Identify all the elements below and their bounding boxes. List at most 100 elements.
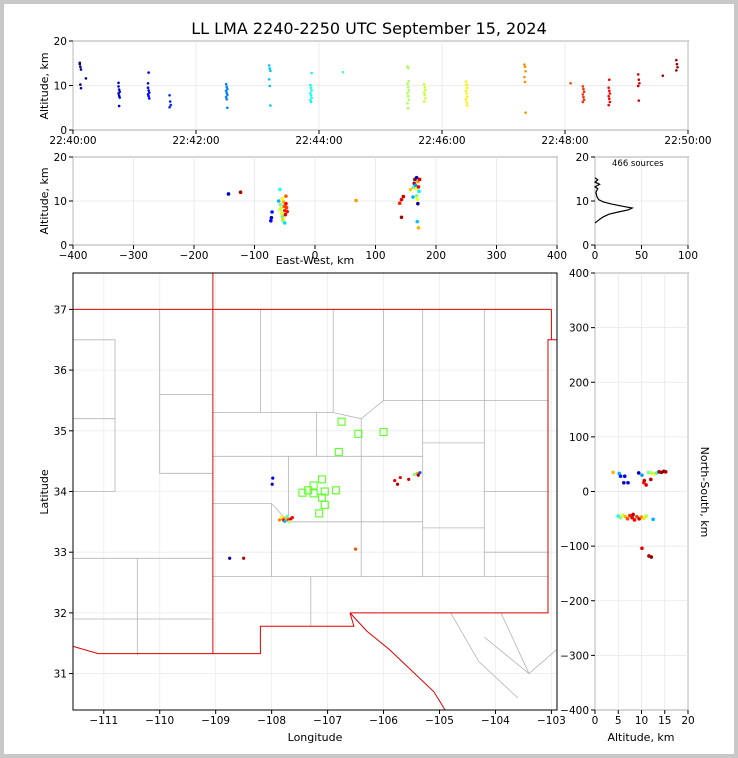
altitude-ns-source-point [663, 470, 668, 474]
time-height-source-point [79, 68, 83, 71]
time-height-source-point [169, 103, 173, 107]
time-height-source-point [225, 97, 229, 101]
time-height-source-point [309, 83, 312, 87]
plan-view-source-point [353, 547, 358, 551]
ew-tick-label: 400 [547, 250, 567, 262]
longitude-tick-label: −103 [537, 715, 566, 727]
altitude-ns-source-point [644, 514, 648, 518]
lma-station-marker [309, 481, 318, 490]
time-height-source-point [269, 104, 272, 107]
ns-tick-label: 200 [569, 377, 589, 389]
altitude-ns-source-point [644, 483, 648, 487]
ew-altitude-source-point [417, 189, 421, 194]
lma-station-marker [379, 427, 388, 437]
hist-altitude-tick-label: 10 [576, 196, 589, 208]
longitude-tick-label: −106 [369, 715, 398, 727]
ns-altitude-tick-label: 5 [615, 715, 622, 727]
ew-altitude-tick-label: 10 [54, 196, 67, 208]
time-height-source-point [675, 69, 678, 72]
ew-altitude-source-point [278, 208, 282, 212]
time-height-source-point [267, 64, 271, 67]
time-height-source-point [224, 95, 228, 99]
time-height-source-point [607, 103, 610, 107]
ew-altitude-source-point [285, 209, 289, 214]
lma-station-marker [331, 486, 341, 495]
ew-altitude-xlabel: East-West, km [276, 254, 354, 267]
ew-altitude-source-point [284, 201, 288, 206]
altitude-ns-source-point [636, 471, 641, 475]
time-height-source-point [117, 81, 120, 85]
lma-station-marker [337, 417, 346, 426]
plan-view-source-point [398, 475, 402, 480]
time-height-source-point [607, 78, 611, 82]
ns-tick-label: −100 [560, 541, 589, 553]
longitude-tick-label: −111 [89, 715, 118, 727]
time-height-source-point [84, 77, 88, 80]
altitude-ns-source-point [617, 471, 621, 476]
plan-view-source-point [285, 514, 289, 518]
county-boundary [159, 394, 213, 474]
time-height-source-point [226, 93, 229, 97]
time-height-source-point [608, 100, 612, 104]
ew-tick-label: −200 [180, 250, 209, 262]
ew-altitude-source-point [399, 197, 404, 202]
time-tick-label: 22:40:00 [49, 135, 96, 147]
altitude-ns-source-point [649, 471, 654, 475]
altitude-ns-source-point [642, 478, 647, 483]
lma-station-marker [309, 489, 318, 498]
latitude-tick-label: 31 [54, 669, 67, 681]
time-height-source-point [661, 74, 665, 78]
ew-altitude-tick-label: 0 [60, 240, 67, 252]
time-height-source-point [424, 88, 427, 92]
time-height-source-point [406, 82, 409, 86]
county-boundary [450, 612, 519, 699]
time-height-source-point [465, 95, 469, 98]
ns-tick-label: 0 [582, 487, 589, 499]
ns-tick-label: 300 [569, 323, 589, 335]
hist-altitude-tick-label: 20 [576, 152, 589, 164]
figure-frame: LL LMA 2240-2250 UTC September 15, 2024 … [4, 4, 734, 754]
time-height-source-point [465, 92, 468, 95]
time-height-source-point [117, 92, 120, 95]
time-height-source-point [268, 67, 272, 70]
altitude-ns-source-point [646, 470, 651, 475]
ew-altitude-source-point [414, 193, 419, 198]
ew-altitude-source-point [269, 215, 274, 220]
ns-tick-label: −400 [560, 705, 589, 717]
ew-altitude-source-point [414, 175, 419, 180]
time-tick-label: 22:50:00 [664, 135, 711, 147]
plan-view-panel: −111 −110 −109 −108 −107 −106 −105 −104 −103 31 32… [38, 272, 566, 744]
lma-station-marker [298, 488, 307, 497]
ew-altitude-source-point [413, 183, 418, 187]
plan-view-source-point [228, 556, 232, 560]
altitude-ns-source-point [622, 474, 627, 479]
time-height-source-point [79, 86, 83, 90]
county-boundary [73, 339, 116, 420]
time-height-source-point [465, 83, 468, 86]
time-height-source-point [407, 79, 411, 83]
time-height-source-point [406, 102, 409, 105]
ns-altitude-tick-label: 10 [635, 715, 648, 727]
time-height-source-point [168, 100, 172, 103]
time-height-source-point [406, 106, 410, 110]
time-height-source-point [464, 97, 468, 101]
time-tick-label: 22:42:00 [172, 135, 219, 147]
state-border [350, 339, 557, 614]
plan-view-source-point [395, 482, 400, 486]
ew-tick-label: −300 [119, 250, 148, 262]
lma-station-marker [334, 447, 343, 457]
latitude-tick-label: 32 [54, 608, 67, 620]
plan-view-source-point [393, 478, 397, 483]
ew-tick-label: 200 [426, 250, 446, 262]
ew-altitude-source-point [278, 202, 283, 207]
ew-altitude-source-point [279, 211, 284, 216]
county-boundary [500, 612, 530, 674]
time-height-source-point [637, 99, 641, 102]
time-height-source-point [582, 90, 586, 94]
ns-altitude-tick-label: 20 [681, 715, 694, 727]
lma-station-marker [354, 429, 363, 438]
time-height-source-point [523, 75, 526, 79]
altitude-tick-label: 10 [54, 81, 67, 93]
plan-view-source-point [277, 518, 282, 522]
latitude-tick-label: 37 [54, 304, 67, 316]
